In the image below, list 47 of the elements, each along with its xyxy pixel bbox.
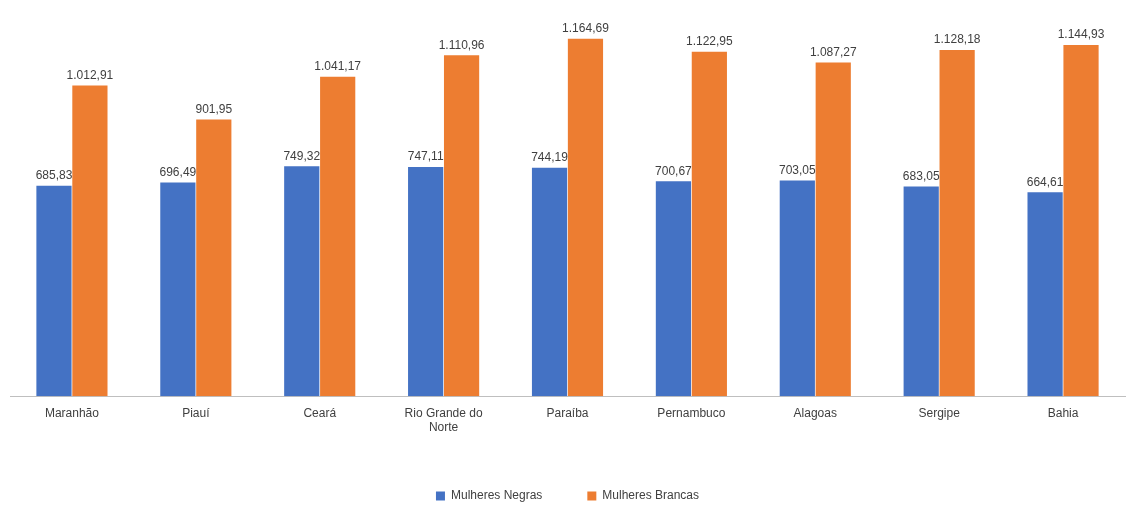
x-tick-label: Ceará — [303, 405, 337, 420]
data-label: 1.041,17 — [314, 59, 362, 74]
bar — [567, 38, 604, 397]
bar — [1063, 44, 1099, 397]
data-label: 901,95 — [195, 101, 233, 116]
data-label: 703,05 — [778, 162, 816, 177]
bar — [72, 85, 108, 397]
bar — [1027, 192, 1063, 397]
data-label: 700,67 — [655, 163, 693, 178]
data-label: 747,11 — [407, 149, 444, 164]
data-label: 1.128,18 — [933, 32, 981, 47]
data-label: 749,32 — [283, 148, 321, 163]
x-tick-label: Maranhão — [44, 405, 100, 420]
data-label: 1.087,27 — [809, 44, 857, 59]
bar — [531, 167, 568, 397]
bar — [408, 166, 444, 397]
data-label: 664,61 — [1026, 174, 1064, 189]
data-label: 1.110,96 — [438, 37, 485, 52]
x-tick-label: Bahia — [1047, 405, 1079, 420]
data-label: 1.144,93 — [1057, 27, 1105, 42]
x-tick-label: Sergipe — [918, 405, 961, 420]
bar — [160, 182, 196, 397]
bar — [815, 62, 851, 397]
x-tick-label: Alagoas — [793, 405, 837, 420]
x-tick-label: Rio Grande do Norte — [404, 405, 483, 435]
bar — [655, 181, 692, 397]
bar — [196, 119, 232, 397]
data-label: 683,05 — [902, 168, 940, 183]
data-label: 1.164,69 — [562, 21, 610, 36]
bar — [320, 76, 356, 397]
x-tick-label: Pernambuco — [657, 405, 726, 420]
bar — [284, 166, 320, 397]
data-label: 1.012,91 — [66, 67, 114, 82]
data-label: 685,83 — [35, 168, 73, 183]
bar — [36, 185, 72, 397]
legend-label: Mulheres Brancas — [602, 488, 700, 503]
bar — [691, 51, 727, 397]
data-label: 744,19 — [531, 150, 569, 165]
data-label: 1.122,95 — [685, 33, 734, 48]
x-tick-label: Paraíba — [546, 405, 589, 420]
bar — [903, 186, 939, 397]
data-label: 696,49 — [159, 164, 197, 179]
bar — [939, 50, 975, 397]
bar — [443, 55, 480, 397]
legend-label: Mulheres Negras — [450, 488, 543, 503]
x-tick-label: Piauí — [182, 405, 211, 420]
bar — [779, 180, 815, 397]
